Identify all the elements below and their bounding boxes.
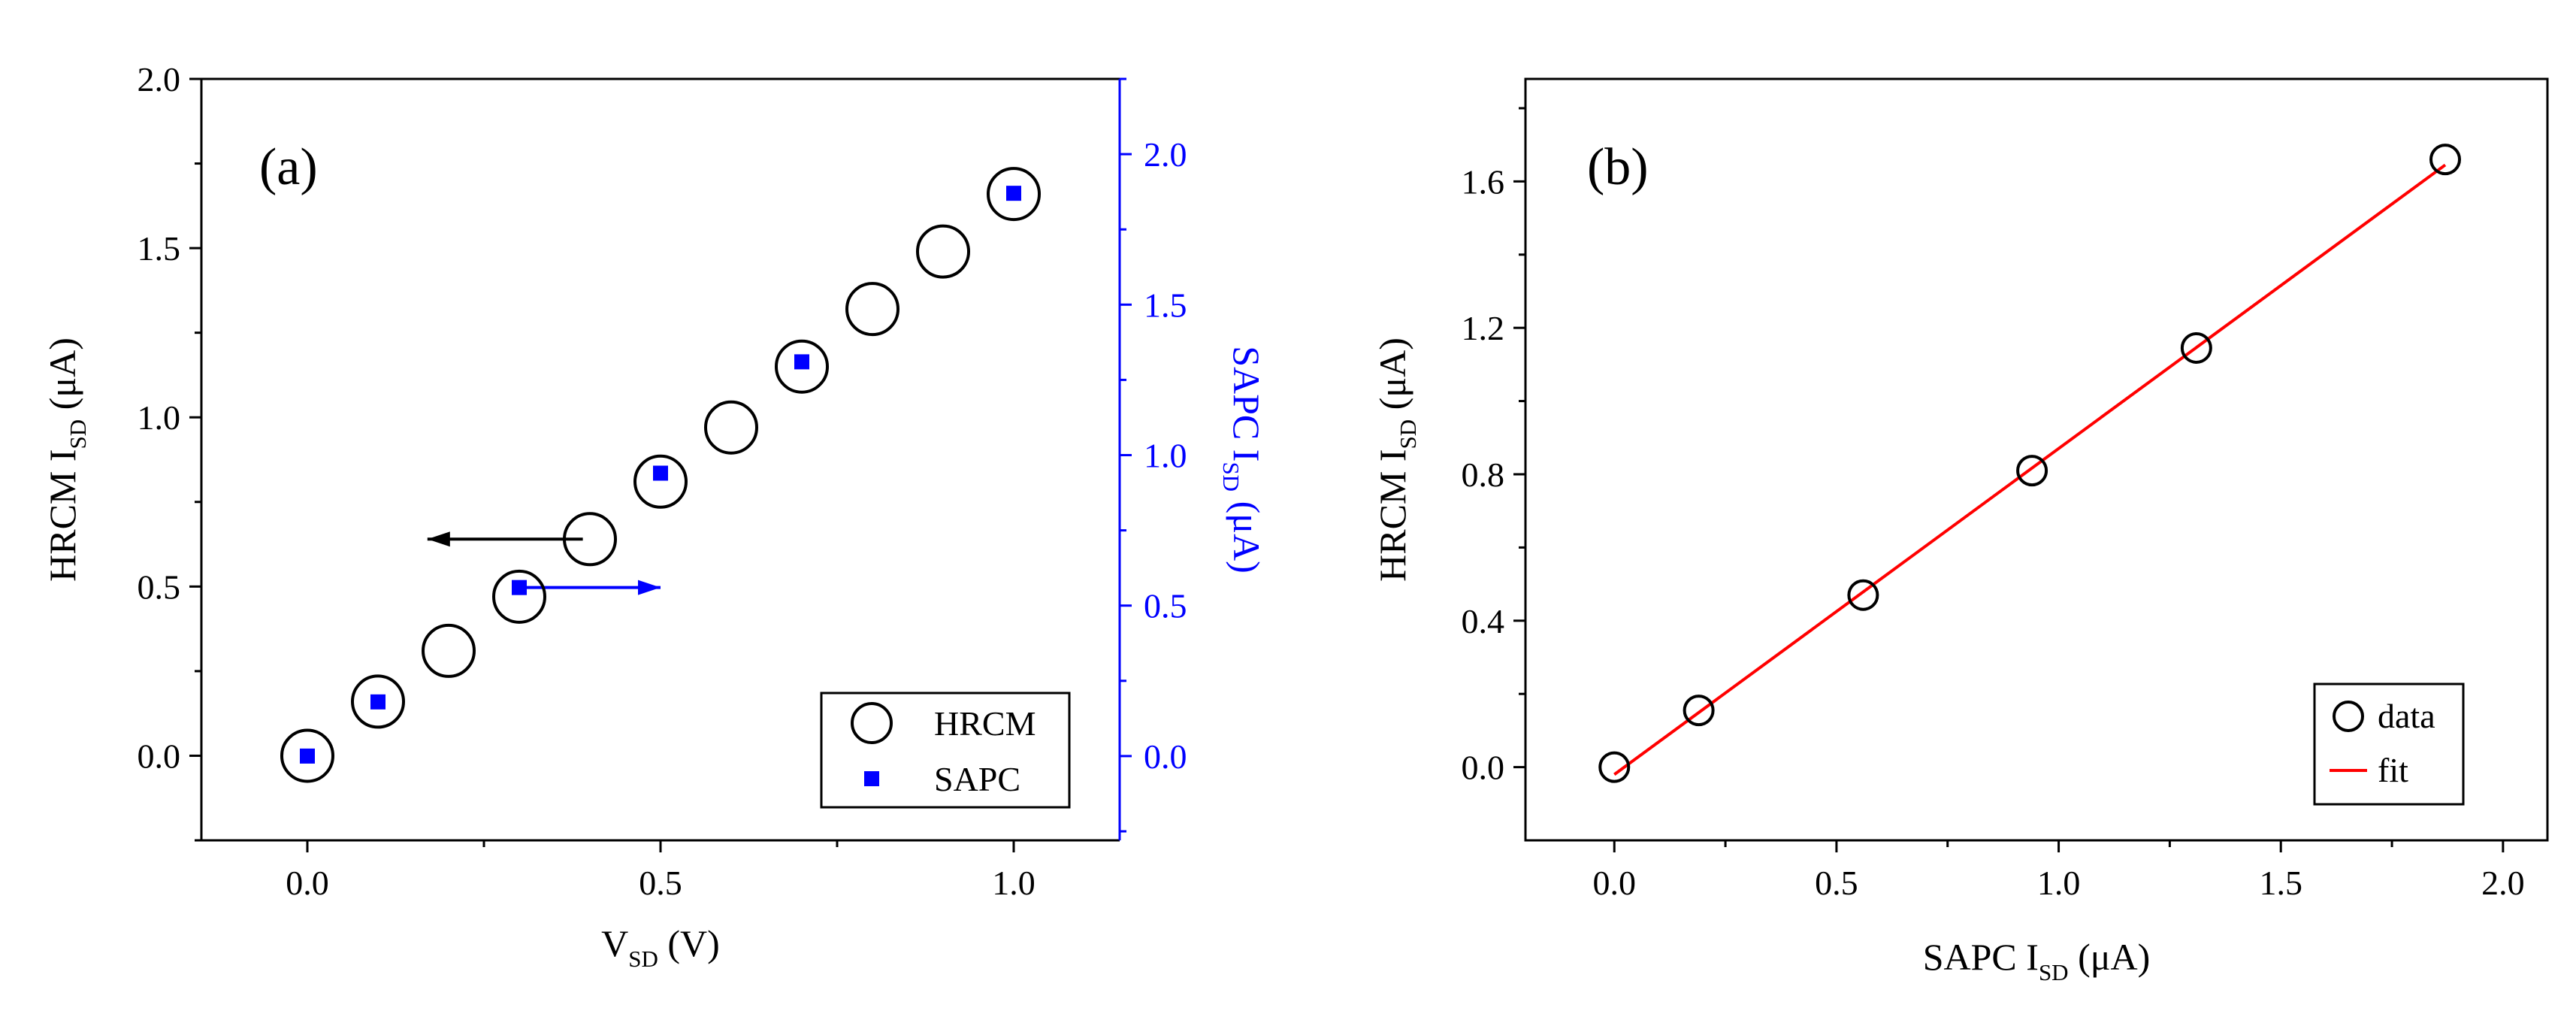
panel-b-x-tick-label: 0.5: [1815, 864, 1858, 902]
hrcm-point: [563, 512, 617, 567]
panel-b-label: (b): [1587, 138, 1649, 196]
panel-a-y-tick-label: 0.0: [138, 737, 181, 775]
panel-b-legend: data fit: [2313, 682, 2465, 806]
hrcm-point: [492, 569, 546, 624]
data-point: [2180, 331, 2212, 364]
panel-b-x-tick-label: 0.0: [1593, 864, 1637, 902]
panel-a-y-tick-label: 1.5: [138, 229, 181, 268]
panel-b-x-tick-label: 1.0: [2037, 864, 2081, 902]
panel-a-y-label: HRCM ISD (μA): [41, 337, 91, 582]
panel-b-y-tick-label: 0.8: [1462, 455, 1505, 494]
fit-line: [1613, 163, 2447, 776]
panel-a-legend: HRCM SAPC: [820, 692, 1071, 809]
panel-b-x-label: SAPC ISD (μA): [1923, 936, 2151, 985]
right-axis-arrow-head: [638, 580, 661, 595]
panel-b-y-tick-label: 0.0: [1462, 749, 1505, 787]
legend-sapc-marker: [864, 771, 879, 786]
panel-a-y2-tick-label: 1.5: [1144, 286, 1187, 324]
panel-b-y-label: HRCM ISD (μA): [1371, 337, 1421, 582]
hrcm-point: [775, 339, 829, 394]
data-point: [1683, 695, 1715, 727]
hrcm-point: [916, 224, 970, 279]
panel-a-y-tick-label: 0.5: [138, 567, 181, 606]
hrcm-point: [704, 400, 758, 455]
hrcm-point: [280, 728, 334, 783]
panel-b-y-tick-label: 1.2: [1462, 309, 1505, 347]
legend-data-marker: [2333, 701, 2364, 732]
data-point: [1847, 579, 1879, 611]
panel-b-x-tick-label: 2.0: [2481, 864, 2525, 902]
panel-a-y2-tick-label: 0.0: [1144, 737, 1187, 776]
panel-a-y2-tick-label: 2.0: [1144, 135, 1187, 174]
sapc-point: [370, 694, 385, 710]
panel-a-y-tick-label: 2.0: [138, 60, 181, 98]
left-axis-arrow: [427, 531, 583, 547]
panel-b-x-tick-label: 1.5: [2259, 864, 2302, 902]
legend-hrcm-label: HRCM: [934, 704, 1036, 743]
sapc-point: [512, 580, 527, 595]
panel-b-frame: [1524, 77, 2549, 842]
panel-b-y-tick-label: 1.6: [1462, 162, 1505, 201]
panel-a-y2-tick-label: 0.5: [1144, 587, 1187, 625]
panel-a-x-label: VSD (V): [601, 922, 720, 972]
panel-b-chart: 0.0 0.5 1.0 1.5 2.0 0.0 0.4 0.8 1.2 1.6 SAPC ISD (…: [1371, 77, 2549, 985]
hrcm-point: [633, 454, 688, 509]
panel-a-label: (a): [259, 138, 318, 196]
legend-sapc-label: SAPC: [934, 760, 1020, 798]
legend-hrcm-marker: [851, 702, 893, 744]
panel-a-chart: 0.0 0.5 1.0 0.0 0.5 1.0 1.5 2.0 0.0 0.5 1.0 1.5 2.0 V…: [41, 60, 1268, 972]
panel-a-x-tick-label: 1.0: [992, 864, 1036, 902]
sapc-point: [1006, 186, 1021, 201]
data-point: [1598, 751, 1631, 783]
hrcm-point: [845, 282, 899, 337]
data-point: [2016, 455, 2048, 487]
left-axis-arrow-head: [427, 531, 450, 547]
panel-a-y2-tick-label: 1.0: [1144, 436, 1187, 474]
legend-fit-label: fit: [2378, 751, 2408, 789]
hrcm-point: [987, 167, 1041, 222]
panel-a-legend-box: [820, 692, 1071, 809]
sapc-point: [794, 354, 809, 370]
hrcm-point: [351, 674, 405, 729]
panel-a-y2-label: SAPC ISD (μA): [1218, 346, 1268, 574]
panel-a-x-tick-label: 0.0: [286, 864, 329, 902]
panel-a-x-tick-label: 0.5: [639, 864, 682, 902]
hrcm-point: [422, 623, 476, 678]
sapc-point: [300, 748, 315, 764]
data-point: [2429, 144, 2461, 176]
panel-b-y-tick-label: 0.4: [1462, 602, 1505, 640]
panel-a-y-tick-label: 1.0: [138, 398, 181, 437]
legend-data-label: data: [2378, 697, 2435, 735]
sapc-point: [653, 465, 668, 481]
